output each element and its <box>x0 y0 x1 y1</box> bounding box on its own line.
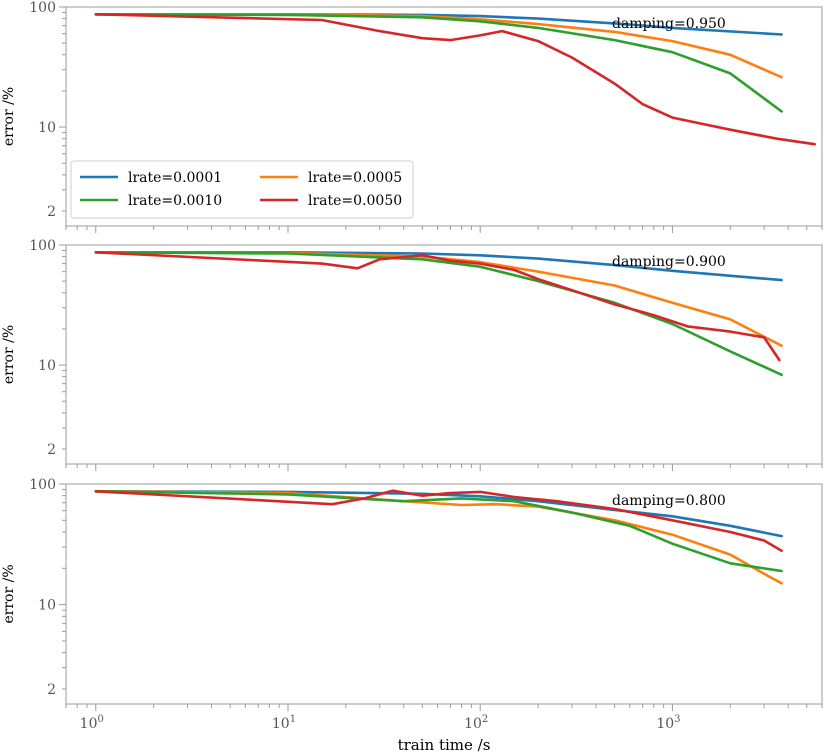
legend: lrate=0.0001 lrate=0.0005 lrate=0.0010 lrat… <box>70 160 414 219</box>
y-tick-label: 2 <box>47 442 56 458</box>
legend-label: lrate=0.0050 <box>308 193 402 209</box>
x-axis-label: train time /s <box>398 736 491 754</box>
series-line-lrate-0-0050 <box>94 13 817 146</box>
legend-label: lrate=0.0001 <box>128 170 222 186</box>
y-tick-label: 10 <box>38 358 56 374</box>
y-tick-label: 2 <box>47 682 56 698</box>
damping-annotation: damping=0.800 <box>612 493 726 509</box>
x-tick-label: 102 <box>464 714 488 732</box>
series-line-lrate-0-0010 <box>94 13 783 113</box>
y-tick-label: 10 <box>38 598 56 614</box>
axes-frame <box>65 244 823 465</box>
series-line-lrate-0-0050 <box>94 251 781 362</box>
legend-box <box>70 160 414 219</box>
y-tick-label: 2 <box>47 204 56 220</box>
x-tick-label: 101 <box>272 714 296 732</box>
axes-frame <box>65 6 823 227</box>
series-line-lrate-0-0001 <box>94 489 783 538</box>
damping-annotation: damping=0.950 <box>612 16 726 32</box>
x-tick-label: 100 <box>80 714 104 732</box>
y-axis-label: error /% <box>1 325 17 384</box>
series-line-lrate-0-0010 <box>94 489 783 573</box>
axes-frame <box>65 483 823 705</box>
y-axis-label: error /% <box>1 87 17 146</box>
x-tick-label: 103 <box>656 714 680 732</box>
y-tick-label: 10 <box>38 120 56 136</box>
legend-label: lrate=0.0010 <box>128 193 222 209</box>
y-tick-label: 100 <box>29 477 56 493</box>
panel-2: 2 10 100 error /% damping=0.900 <box>1 238 823 471</box>
series-line-lrate-0-0010 <box>94 251 783 377</box>
y-tick-label: 100 <box>29 0 56 16</box>
y-axis-label: error /% <box>1 564 17 623</box>
y-tick-label: 100 <box>29 238 56 254</box>
damping-annotation: damping=0.900 <box>612 254 726 270</box>
panel-3: 2 10 100 error /% 100 101 102 103 damping=0.800 <box>1 477 823 732</box>
legend-label: lrate=0.0005 <box>308 170 402 186</box>
series-line-lrate-0-0050 <box>94 489 783 553</box>
